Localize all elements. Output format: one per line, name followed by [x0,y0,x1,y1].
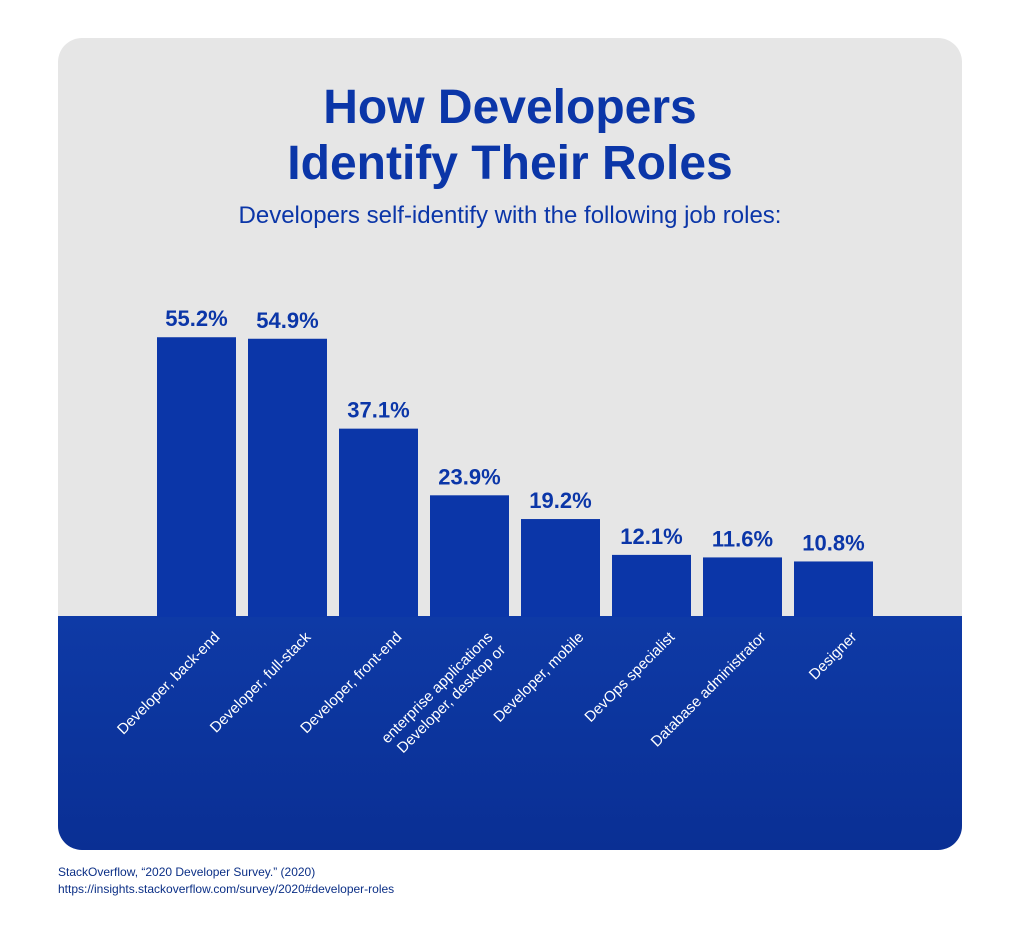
value-label-6: 12.1% [620,524,682,549]
chart-title: How Developers Identify Their Roles [58,80,962,192]
bar-3 [339,428,418,617]
bar-5 [521,519,600,617]
category-label-line: Developer, mobile [490,629,587,726]
category-label-line: Developer, desktop or [394,642,509,757]
category-label-1: Developer, back-end [114,629,223,738]
category-label-line: Designer [806,629,860,683]
source-url[interactable]: https://insights.stackoverflow.com/surve… [58,882,395,896]
value-label-3: 37.1% [347,398,409,423]
value-label-5: 19.2% [529,488,591,513]
category-label-2: Developer, full-stack [207,628,315,736]
bar-8 [794,561,873,617]
source-citation-text: StackOverflow, “2020 Developer Survey.” … [58,865,316,879]
category-label-3: Developer, front-end [297,629,405,737]
bar-2 [248,338,327,617]
value-label-4: 23.9% [438,464,500,489]
category-label-4: Developer, desktop orenterprise applicat… [378,629,509,760]
value-label-2: 54.9% [256,308,318,333]
category-band [58,616,962,850]
bar-7 [703,557,782,617]
category-label-line: Developer, back-end [114,629,223,738]
title-line-2: Identify Their Roles [287,137,733,190]
bar-chart: 55.2% Developer, back-end 54.9% Developer, … [114,306,873,760]
bar-4 [430,495,509,617]
value-label-8: 10.8% [802,530,864,555]
category-label-6: DevOps specialist [581,628,678,725]
category-label-line: Developer, full-stack [207,628,315,736]
source-citation: StackOverflow, “2020 Developer Survey.” … [58,864,394,898]
category-label-8: Designer [806,629,860,683]
category-label-line: Developer, front-end [297,629,405,737]
value-label-1: 55.2% [165,306,227,331]
chart-subtitle: Developers self-identify with the follow… [238,202,782,229]
bar-1 [157,337,236,617]
category-label-line: DevOps specialist [581,628,678,725]
chart-card: How Developers Identify Their Roles Deve… [58,38,962,850]
title-line-1: How Developers [323,81,697,134]
bar-6 [612,554,691,617]
value-label-7: 11.6% [712,526,773,551]
category-label-5: Developer, mobile [490,629,587,726]
